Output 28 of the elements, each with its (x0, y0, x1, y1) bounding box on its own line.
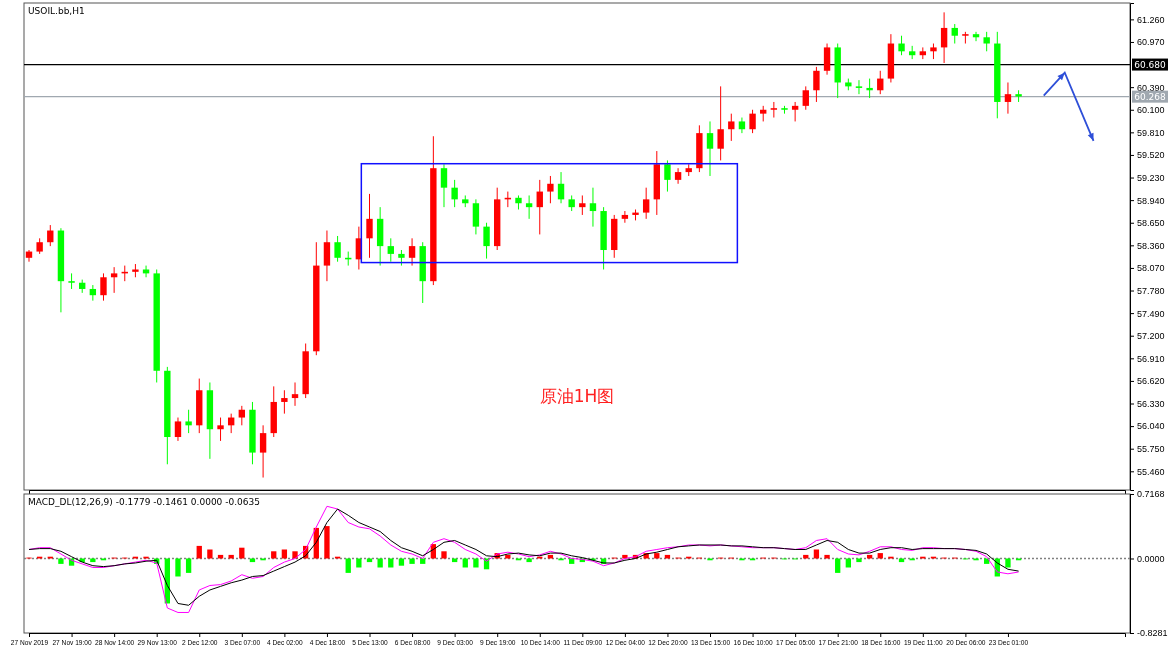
y-tick-label: 58.360 (1137, 240, 1165, 251)
y-tick-label: 57.780 (1137, 285, 1165, 296)
y-tick-label: 60.100 (1137, 105, 1165, 116)
y-tick-label: 61.260 (1137, 14, 1165, 25)
y-tick-label: 60.970 (1137, 37, 1165, 48)
y-tick-label: 58.940 (1137, 195, 1165, 206)
y-tick-label: 0.0000 (1137, 553, 1165, 564)
y-tick-label: 58.070 (1137, 263, 1165, 274)
y-tick-label: 55.460 (1137, 466, 1165, 477)
ref-line-label: 60.268 (1134, 92, 1167, 103)
y-tick-label: 56.620 (1137, 376, 1165, 387)
y-tick-label: 59.230 (1137, 172, 1165, 183)
ref-line-label: 60.680 (1134, 60, 1167, 71)
chart-title: USOIL.bb,H1 (28, 6, 85, 16)
y-tick-label: 56.040 (1137, 421, 1165, 432)
y-tick-label: 56.910 (1137, 353, 1165, 364)
y-tick-label: 59.520 (1137, 150, 1165, 161)
y-tick-label: 56.330 (1137, 398, 1165, 409)
y-tick-label: 57.490 (1137, 308, 1165, 319)
y-tick-label: 60.390 (1137, 82, 1165, 93)
y-tick-label: 59.810 (1137, 127, 1165, 138)
y-tick-label: -0.8281 (1137, 628, 1168, 639)
y-tick-label: 0.7168 (1137, 489, 1165, 500)
y-tick-label: 55.750 (1137, 444, 1165, 455)
chart-title: MACD_DL(12,26,9) -0.1779 -0.1461 0.0000 -0.0635 (28, 497, 260, 507)
y-tick-label: 58.650 (1137, 218, 1165, 229)
y-tick-label: 57.200 (1137, 331, 1165, 342)
annotation: 原油1H图 (539, 386, 615, 407)
